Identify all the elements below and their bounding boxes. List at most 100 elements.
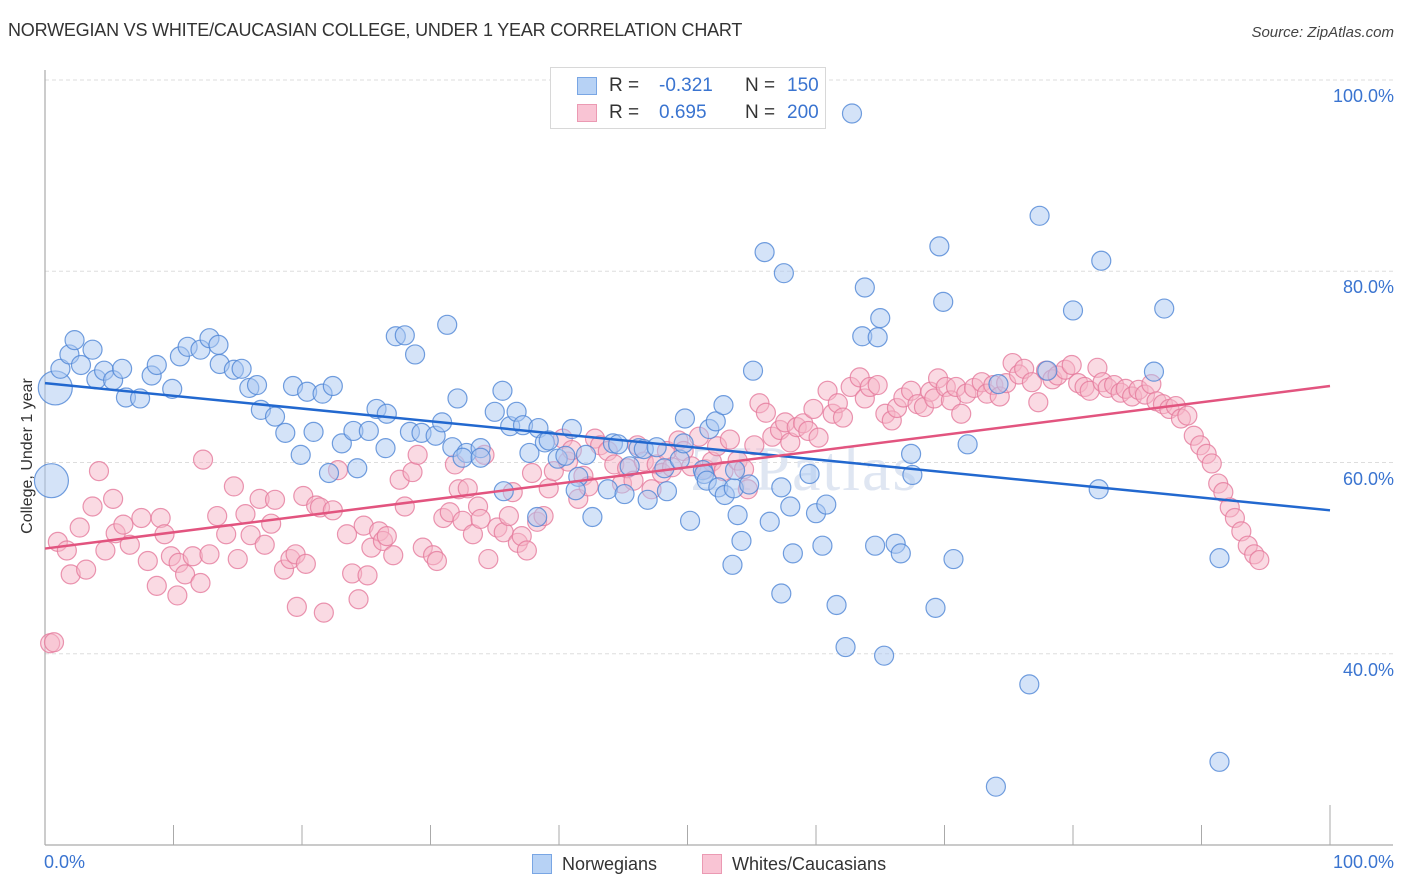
point-whites-154 — [951, 403, 972, 424]
point-norwegians-40 — [358, 420, 379, 442]
point-whites-15 — [137, 550, 158, 572]
point-whites-135 — [832, 407, 854, 428]
point-whites-29 — [223, 476, 244, 497]
point-norwegians-112 — [799, 463, 820, 485]
point-norwegians-36 — [331, 433, 352, 454]
point-norwegians-2 — [50, 358, 71, 379]
point-norwegians-6 — [82, 339, 103, 360]
point-norwegians-56 — [470, 447, 491, 468]
point-norwegians-103 — [742, 360, 764, 381]
point-whites-30 — [227, 548, 248, 570]
point-whites-22 — [174, 564, 196, 585]
point-whites-40 — [286, 596, 307, 617]
point-norwegians-123 — [870, 308, 891, 329]
point-norwegians-35 — [318, 462, 340, 484]
point-norwegians-137 — [1037, 360, 1058, 381]
point-whites-13 — [119, 534, 140, 555]
point-norwegians-27 — [264, 406, 286, 427]
source-label: Source: ZipAtlas.com — [1251, 24, 1394, 41]
point-norwegians-111 — [771, 583, 792, 604]
point-whites-194 — [1201, 453, 1222, 474]
point-norwegians-132 — [943, 548, 964, 570]
point-norwegians-139 — [1091, 250, 1112, 271]
point-norwegians-64 — [519, 442, 540, 464]
point-whites-120 — [744, 435, 765, 456]
point-whites-59 — [394, 496, 415, 517]
point-norwegians-72 — [565, 480, 586, 501]
r-value: -0.321 — [659, 75, 713, 96]
point-norwegians-105 — [754, 242, 775, 263]
whites-swatch — [577, 104, 597, 122]
point-norwegians-107 — [771, 477, 792, 498]
y-tick-label-40: 40.0% — [1342, 660, 1394, 680]
point-norwegians-99 — [724, 460, 746, 481]
point-norwegians-138 — [1062, 300, 1084, 321]
point-whites-7 — [82, 496, 103, 517]
point-norwegians-75 — [597, 479, 618, 500]
point-norwegians-120 — [854, 277, 875, 298]
point-norwegians-57 — [484, 401, 505, 422]
point-whites-56 — [376, 526, 397, 547]
point-norwegians-10 — [111, 358, 133, 379]
point-norwegians-4 — [64, 330, 85, 351]
point-whites-75 — [478, 548, 499, 570]
point-norwegians-117 — [835, 636, 856, 658]
point-whites-32 — [240, 525, 261, 546]
point-whites-202 — [1249, 549, 1270, 571]
n-label: N = — [745, 102, 776, 123]
point-norwegians-58 — [492, 380, 513, 401]
point-whites-16 — [146, 575, 167, 596]
point-whites-27 — [207, 505, 228, 527]
point-norwegians-83 — [646, 437, 667, 458]
r-label: R = — [609, 102, 640, 123]
point-whites-86 — [538, 478, 559, 499]
point-norwegians-133 — [957, 434, 978, 455]
point-norwegians-50 — [437, 314, 458, 335]
point-whites-10 — [103, 488, 124, 509]
point-norwegians-134 — [988, 373, 1009, 395]
point-norwegians-23 — [231, 358, 252, 379]
point-norwegians-121 — [865, 535, 886, 556]
point-whites-8 — [88, 461, 110, 482]
point-whites-61 — [407, 444, 428, 465]
point-norwegians-25 — [246, 374, 268, 396]
legend-item-whites[interactable]: Whites/Caucasians — [702, 852, 886, 876]
chart-title: NORWEGIAN VS WHITE/CAUCASIAN COLLEGE, UN… — [8, 20, 743, 40]
legend-item-norwegians[interactable]: Norwegians — [532, 852, 657, 876]
point-norwegians-122 — [867, 327, 888, 348]
point-norwegians-28 — [275, 422, 296, 443]
legend-label-norwegians: Norwegians — [562, 853, 658, 874]
point-norwegians-114 — [812, 535, 833, 556]
point-whites-45 — [313, 602, 334, 623]
point-whites-50 — [348, 589, 369, 610]
point-whites-20 — [167, 585, 188, 606]
point-norwegians-145 — [985, 776, 1007, 797]
point-norwegians-142 — [1154, 298, 1175, 319]
point-norwegians-74 — [582, 506, 603, 528]
trend-line-whites — [44, 384, 1331, 550]
point-whites-34 — [254, 534, 275, 555]
point-norwegians-124 — [874, 645, 895, 666]
stats-row-norwegians: R = -0.321 N = 150 — [577, 74, 819, 98]
point-whites-24 — [192, 449, 214, 470]
point-norwegians-110 — [782, 543, 803, 564]
point-whites-14 — [131, 507, 152, 529]
point-whites-190 — [1177, 405, 1198, 426]
point-whites-131 — [808, 427, 829, 448]
point-whites-25 — [190, 572, 211, 594]
point-norwegians-52 — [447, 388, 468, 409]
point-whites-35 — [261, 513, 282, 534]
point-whites-165 — [1021, 372, 1042, 393]
point-norwegians-20 — [208, 334, 229, 355]
point-whites-83 — [521, 462, 543, 484]
point-norwegians-88 — [674, 408, 696, 429]
point-norwegians-15 — [162, 378, 183, 399]
point-whites-9 — [95, 540, 116, 561]
point-norwegians-41 — [375, 438, 396, 459]
point-norwegians-131 — [933, 291, 954, 312]
point-norwegians-5 — [70, 354, 92, 376]
n-value: 150 — [787, 75, 819, 96]
point-whites-52 — [357, 565, 378, 586]
point-norwegians-77 — [608, 434, 629, 455]
point-norwegians-96 — [713, 395, 734, 416]
